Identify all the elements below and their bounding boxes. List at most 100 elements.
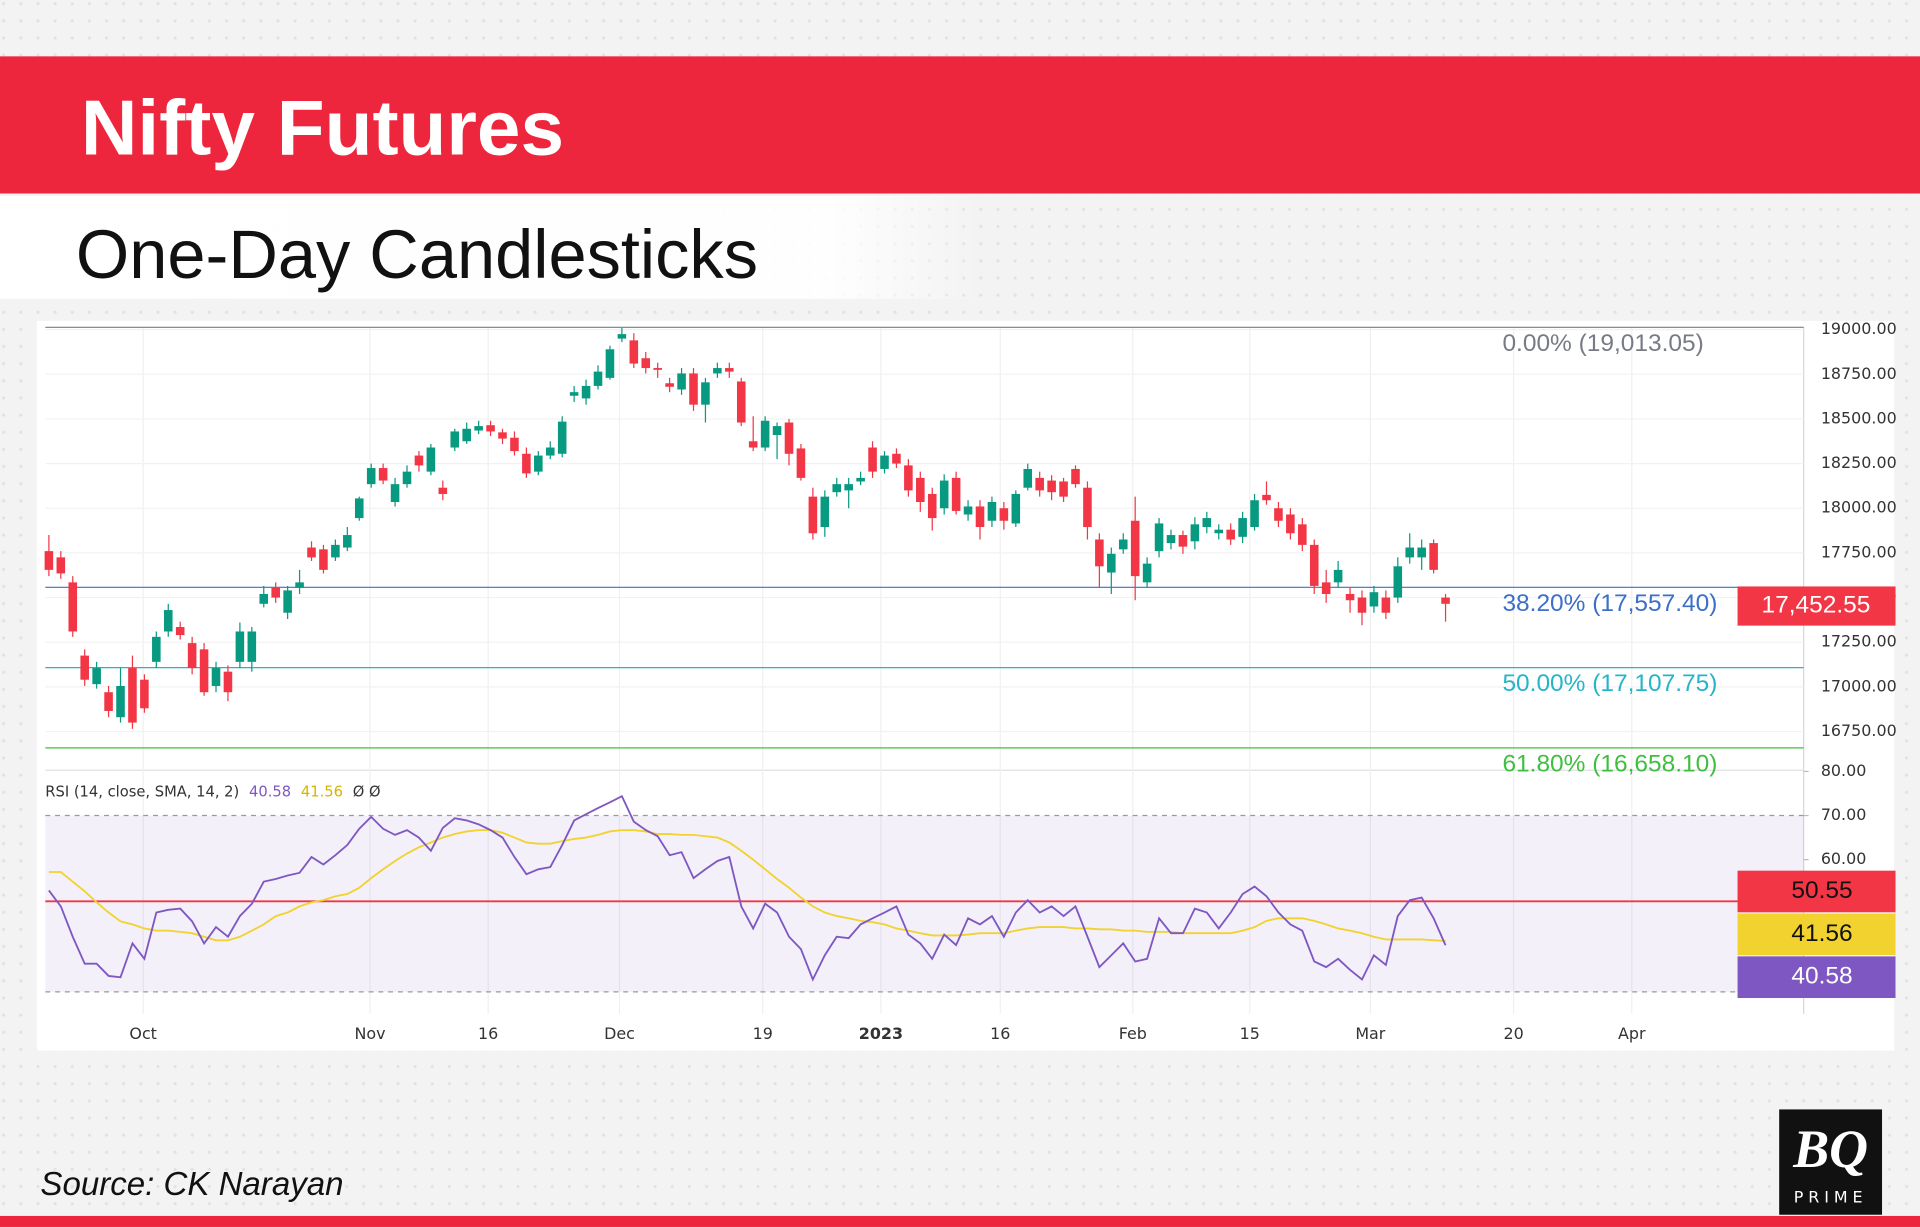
rsi-legend-label: RSI (14, close, SMA, 14, 2): [45, 783, 239, 800]
title-band: [0, 56, 1920, 194]
y-tick-label: 18500.00: [1821, 408, 1897, 427]
candle-body: [510, 437, 519, 452]
candle-body: [1429, 543, 1438, 570]
chart-title: Nifty Futures: [81, 83, 564, 171]
candle-body: [223, 671, 233, 693]
x-tick-label: Oct: [129, 1024, 157, 1043]
candle-body: [319, 549, 328, 570]
candle-body: [1095, 539, 1104, 567]
candle-body: [1250, 500, 1259, 528]
candle-body: [1142, 563, 1152, 583]
candle-body: [1238, 518, 1247, 537]
candle-body: [1274, 508, 1283, 521]
candle-body: [187, 643, 197, 669]
candle-body: [713, 368, 722, 374]
x-tick-label: Feb: [1119, 1024, 1147, 1043]
candle-body: [784, 422, 794, 454]
y-tick-label: 17750.00: [1821, 542, 1897, 561]
candle-body: [211, 668, 221, 686]
candle-body: [271, 587, 280, 598]
source-note: Source: CK Narayan: [40, 1166, 343, 1203]
candle-body: [235, 631, 245, 662]
candle-body: [80, 655, 89, 680]
candle-body: [904, 465, 913, 491]
candle-body: [438, 487, 448, 494]
candle-body: [1393, 566, 1403, 598]
candle-body: [534, 455, 543, 472]
rsi-legend: RSI (14, close, SMA, 14, 2) 40.58 41.56 Ø Ø: [45, 783, 380, 800]
candle-body: [1059, 481, 1068, 497]
candle-body: [163, 610, 173, 632]
candle-body: [987, 501, 997, 521]
candle-body: [1107, 553, 1116, 573]
candle-body: [1178, 535, 1188, 547]
candle-body: [1214, 529, 1224, 534]
candle-body: [689, 373, 698, 405]
brand-name: BQ: [1792, 1119, 1868, 1179]
candle-body: [1357, 597, 1367, 613]
brand-logo: [1779, 1109, 1883, 1215]
candle-body: [259, 593, 269, 604]
rsi-legend-value: 40.58: [249, 783, 291, 800]
candle-body: [1047, 480, 1056, 493]
candle-body: [390, 484, 400, 502]
candle-body: [354, 498, 364, 519]
x-tick-label: 15: [1240, 1024, 1260, 1043]
candle-body: [999, 508, 1009, 521]
candle-body: [1333, 569, 1343, 583]
rsi-tick-label: 80.00: [1821, 761, 1867, 780]
candle-body: [832, 484, 842, 493]
candle-body: [605, 349, 615, 378]
x-tick-label: 16: [990, 1024, 1010, 1043]
candle-body: [963, 506, 973, 515]
rsi-legend-sma: 41.56: [301, 783, 343, 800]
candle-body: [545, 447, 555, 456]
candle-body: [927, 493, 937, 519]
candle-body: [331, 544, 340, 558]
subtitle-band: [0, 195, 980, 299]
candle-body: [498, 432, 507, 439]
candle-body: [1071, 468, 1080, 485]
candle-body: [474, 426, 483, 431]
candle-body: [56, 557, 66, 574]
chart-subtitle: One-Day Candlesticks: [76, 216, 758, 293]
x-tick-label: Dec: [604, 1024, 635, 1043]
candle-body: [629, 340, 639, 364]
fib-label: 61.80% (16,658.10): [1502, 751, 1717, 778]
x-tick-label: 16: [478, 1024, 498, 1043]
candle-body: [951, 477, 961, 511]
rsi-value-box: [1737, 913, 1896, 956]
candle-body: [378, 468, 388, 481]
rsi-value-box: [1737, 956, 1896, 999]
rsi-line: [48, 794, 1447, 982]
candle-body: [975, 506, 985, 528]
brand-sub: PRIME: [1794, 1187, 1868, 1206]
candle-body: [856, 477, 865, 482]
y-tick-label: 18750.00: [1821, 364, 1897, 383]
candle-body: [1190, 524, 1200, 542]
candle-body: [450, 431, 460, 448]
candle-body: [701, 382, 710, 405]
candle-body: [402, 471, 412, 485]
candle-body: [1202, 518, 1212, 528]
x-tick-label: Mar: [1355, 1024, 1385, 1043]
candle-body: [820, 496, 830, 528]
candle-body: [1166, 535, 1176, 544]
candle-body: [140, 679, 149, 709]
candle-body: [748, 441, 758, 448]
x-tick-label: Apr: [1618, 1024, 1646, 1043]
candle-body: [414, 455, 424, 466]
candle-body: [199, 649, 209, 693]
candle-body: [104, 692, 113, 711]
candle-body: [247, 631, 257, 662]
candle-body: [796, 448, 806, 478]
candle-body: [116, 685, 125, 718]
candle-body: [653, 368, 662, 370]
rsi-sma-line: [48, 829, 1446, 942]
candle-body: [152, 636, 161, 662]
candle-body: [1441, 597, 1450, 604]
candle-body: [725, 368, 734, 372]
candle-body: [1130, 520, 1140, 577]
candle-body: [808, 496, 818, 534]
fib-label: 38.20% (17,557.40): [1502, 590, 1717, 617]
